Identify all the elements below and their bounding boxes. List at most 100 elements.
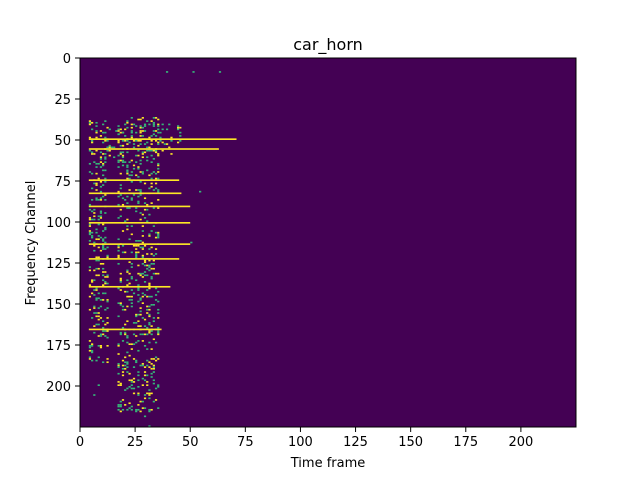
cluster-point xyxy=(97,256,100,259)
cluster-point xyxy=(152,123,155,126)
cluster-point xyxy=(148,308,151,311)
cluster-point xyxy=(91,317,94,319)
x-axis: 0 25 50 75 100 125 150 175 200 xyxy=(76,427,533,450)
cluster-point xyxy=(99,217,103,219)
cluster-point xyxy=(106,149,109,152)
cluster-point xyxy=(132,392,136,395)
cluster-point xyxy=(88,358,92,360)
cluster-point xyxy=(93,208,96,211)
cluster-point xyxy=(121,154,125,157)
cluster-point xyxy=(141,377,144,380)
cluster-point xyxy=(117,190,120,193)
cluster-point xyxy=(88,217,92,219)
cluster-point xyxy=(126,166,129,168)
cluster-point xyxy=(135,125,138,127)
cluster-point xyxy=(135,251,138,254)
cluster-point xyxy=(128,386,131,388)
cluster-point xyxy=(152,225,155,227)
cluster-point xyxy=(130,130,133,132)
cluster-point xyxy=(97,223,100,226)
isolated-point xyxy=(97,384,100,386)
cluster-point xyxy=(91,210,94,213)
cluster-point xyxy=(148,361,151,364)
cluster-point xyxy=(126,366,129,368)
cluster-point xyxy=(91,140,94,142)
cluster-point xyxy=(97,246,100,249)
cluster-point xyxy=(126,177,129,180)
cluster-point xyxy=(93,312,96,314)
cluster-point xyxy=(139,240,142,242)
cluster-point xyxy=(135,174,138,177)
cluster-point xyxy=(95,131,98,134)
cluster-point xyxy=(130,117,133,119)
cluster-point xyxy=(143,244,147,247)
cluster-point xyxy=(132,377,136,380)
cluster-point xyxy=(150,348,153,350)
cluster-point xyxy=(97,312,100,314)
cluster-point xyxy=(95,130,98,132)
cluster-point xyxy=(104,308,107,311)
cluster-point xyxy=(99,263,103,265)
cluster-point xyxy=(154,187,158,190)
cluster-point xyxy=(146,305,149,308)
cluster-point xyxy=(135,189,138,191)
cluster-point xyxy=(132,292,136,295)
cluster-point xyxy=(128,343,131,345)
cluster-point xyxy=(139,218,142,221)
cluster-point xyxy=(106,330,109,332)
cluster-point xyxy=(152,367,155,370)
cluster-point xyxy=(137,166,140,168)
isolated-point xyxy=(148,425,151,427)
cluster-point xyxy=(106,276,109,278)
cluster-point xyxy=(99,317,103,319)
cluster-point xyxy=(119,131,122,134)
cluster-point xyxy=(152,254,155,257)
cluster-point xyxy=(121,144,125,147)
cluster-point xyxy=(130,381,133,383)
cluster-point xyxy=(157,207,160,209)
cluster-point xyxy=(119,277,122,280)
cluster-point xyxy=(88,123,92,126)
cluster-point xyxy=(104,194,107,196)
cluster-point xyxy=(137,118,140,121)
cluster-point xyxy=(157,189,160,191)
cluster-point xyxy=(104,161,107,163)
cluster-point xyxy=(88,349,92,352)
cluster-point xyxy=(148,392,151,395)
cluster-point xyxy=(108,154,111,157)
cluster-point xyxy=(121,359,125,362)
cluster-point xyxy=(165,128,169,131)
cluster-point xyxy=(139,410,142,413)
chart-title: car_horn xyxy=(293,35,363,55)
y-tick-label: 200 xyxy=(46,380,71,395)
cluster-point xyxy=(102,330,105,332)
cluster-point xyxy=(97,318,100,321)
cluster-point xyxy=(168,123,171,126)
cluster-point xyxy=(121,203,125,206)
cluster-point xyxy=(126,284,129,286)
cluster-point xyxy=(139,313,142,316)
cluster-point xyxy=(128,407,131,409)
cluster-point xyxy=(137,320,140,323)
cluster-point xyxy=(137,392,140,395)
cluster-point xyxy=(170,136,173,139)
cluster-point xyxy=(104,181,107,183)
cluster-point xyxy=(143,274,147,277)
cluster-point xyxy=(141,230,144,232)
cluster-point xyxy=(102,326,105,329)
cluster-point xyxy=(139,181,142,183)
cluster-point xyxy=(137,287,140,290)
cluster-point xyxy=(137,284,140,286)
cluster-point xyxy=(148,266,151,268)
cluster-point xyxy=(146,159,149,162)
cluster-point xyxy=(95,125,98,127)
cluster-point xyxy=(121,367,125,370)
cluster-point xyxy=(132,194,136,196)
cluster-point xyxy=(157,177,160,180)
cluster-point xyxy=(128,299,131,301)
cluster-point xyxy=(117,130,120,132)
cluster-point xyxy=(104,282,107,285)
cluster-point xyxy=(95,259,98,262)
cluster-point xyxy=(104,136,107,139)
cluster-point xyxy=(135,161,138,163)
